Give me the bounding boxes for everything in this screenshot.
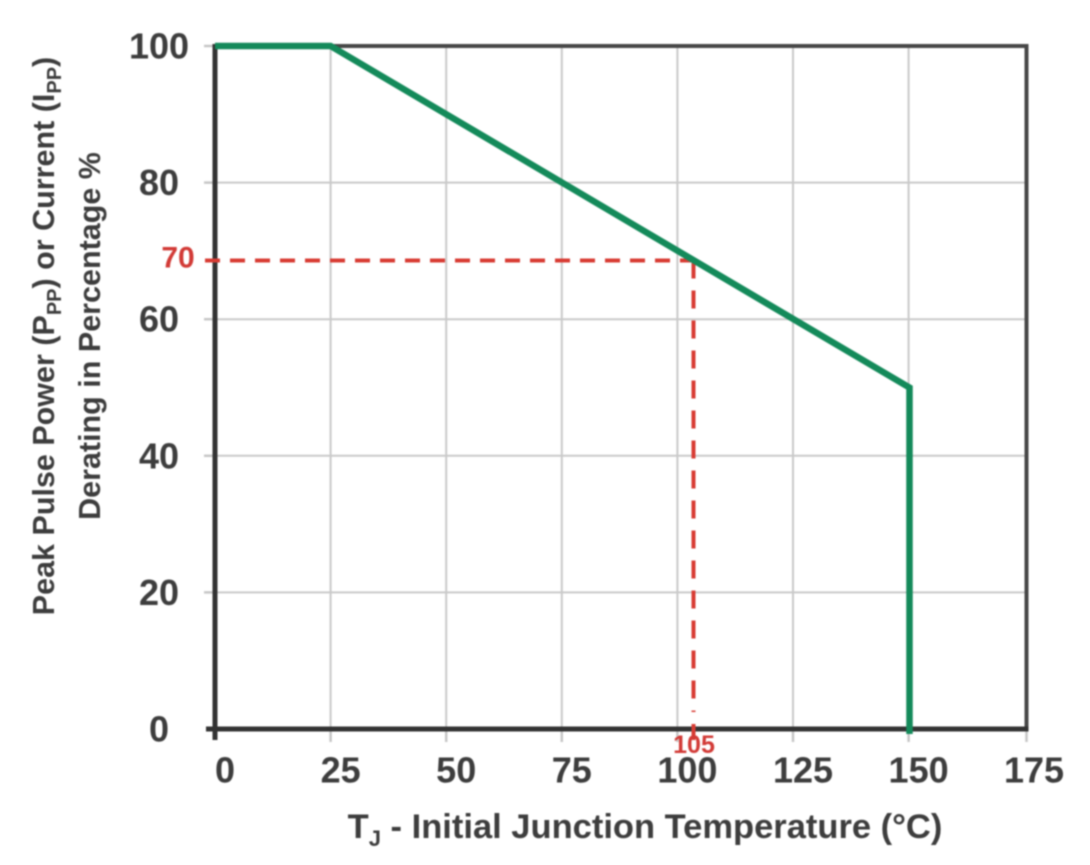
svg-text:150: 150 (889, 750, 949, 791)
svg-text:105: 105 (673, 731, 715, 759)
svg-text:25: 25 (321, 750, 361, 791)
svg-text:50: 50 (436, 750, 476, 791)
svg-text:0: 0 (215, 750, 235, 791)
svg-text:Peak Pulse Power (PPP) or Curr: Peak Pulse Power (PPP) or Current (IPP) (27, 57, 66, 615)
svg-text:80: 80 (139, 162, 179, 203)
svg-text:175: 175 (1004, 750, 1064, 791)
svg-text:60: 60 (139, 299, 179, 340)
svg-text:0: 0 (149, 709, 169, 750)
svg-text:TJ - Initial Junction Temperat: TJ - Initial Junction Temperature (°C) (348, 808, 943, 851)
svg-text:40: 40 (139, 435, 179, 476)
svg-text:Derating in Percentage %: Derating in Percentage % (73, 152, 107, 520)
svg-text:125: 125 (773, 750, 833, 791)
svg-text:20: 20 (139, 572, 179, 613)
svg-text:75: 75 (552, 750, 592, 791)
svg-text:100: 100 (657, 750, 717, 791)
svg-text:100: 100 (129, 26, 189, 67)
svg-text:70: 70 (161, 242, 194, 275)
